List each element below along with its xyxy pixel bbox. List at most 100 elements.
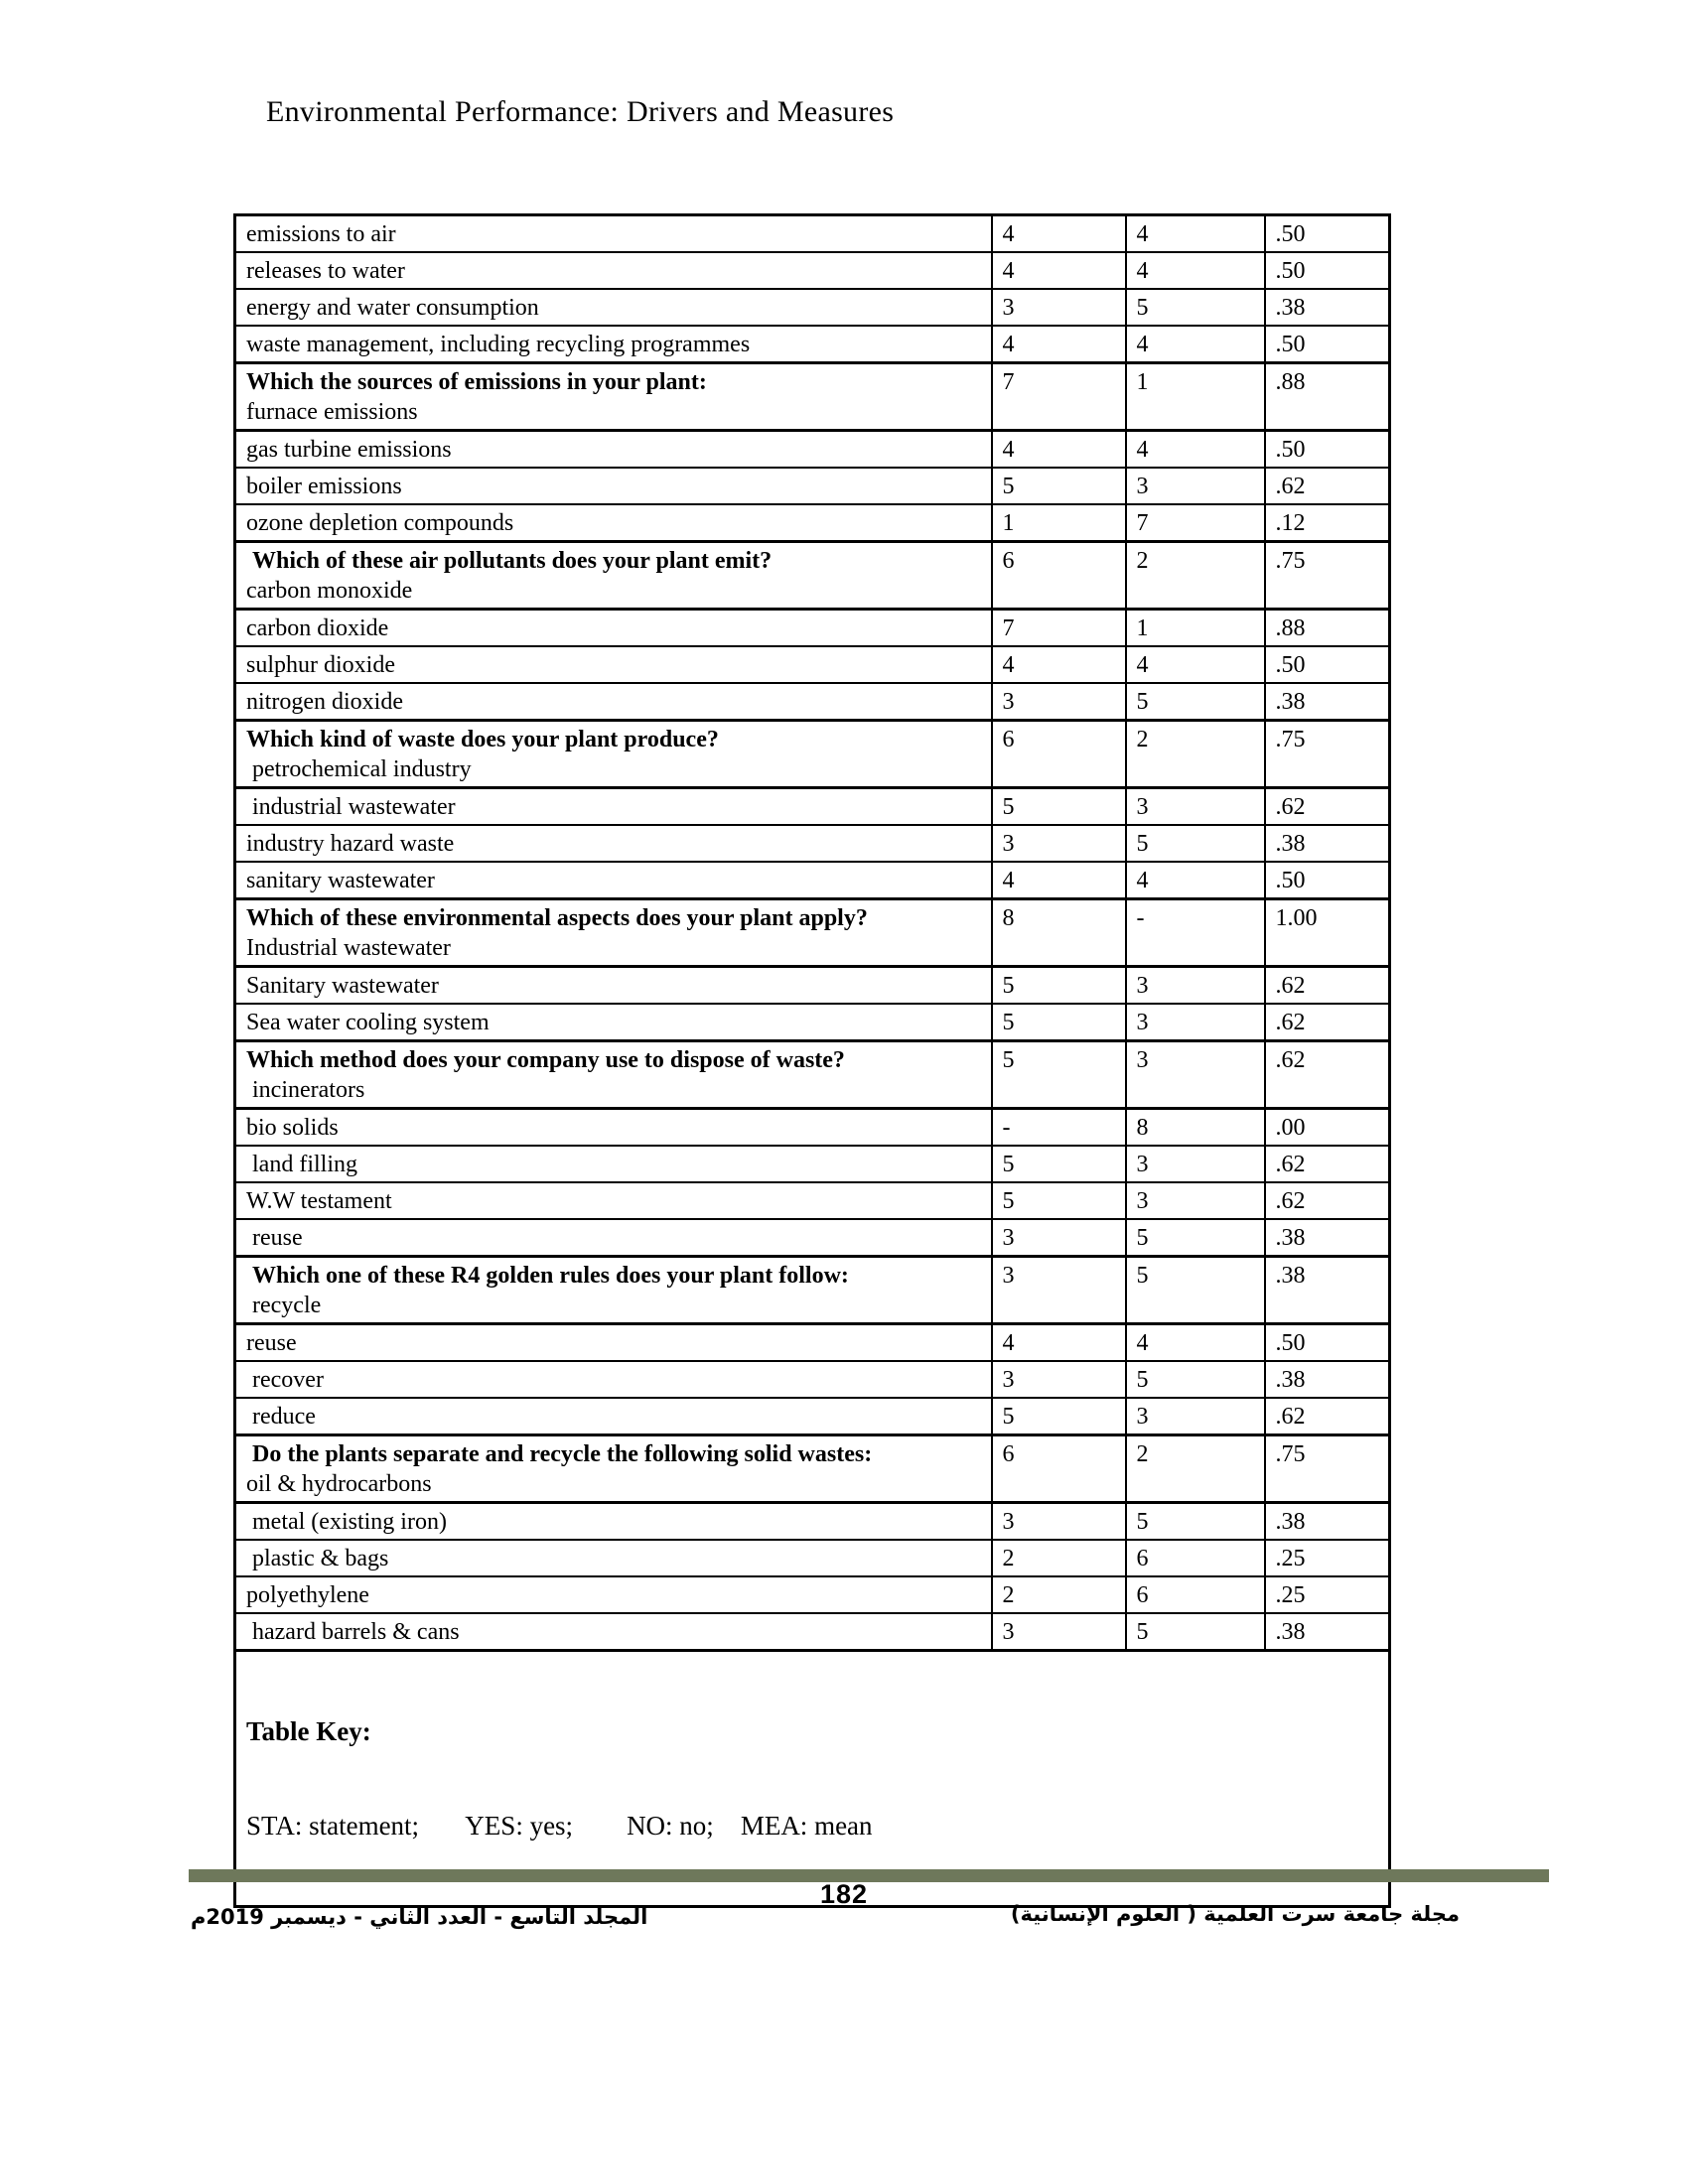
no-value-cell: 4 — [1124, 645, 1266, 684]
no-value-cell: 7 — [1124, 503, 1266, 543]
yes-value-cell: 4 — [990, 213, 1127, 253]
statement-cell: polyethylene — [233, 1575, 993, 1614]
no-value-cell: 3 — [1124, 786, 1266, 826]
yes-value-cell: 3 — [990, 1501, 1127, 1541]
mea-value-cell: .75 — [1263, 719, 1391, 789]
no-value-cell: 5 — [1124, 1612, 1266, 1652]
mea-value-cell: .88 — [1263, 608, 1391, 647]
page-number: 182 — [819, 1879, 869, 1909]
statement-cell: Sea water cooling system — [233, 1003, 993, 1042]
no-value-cell: 5 — [1124, 824, 1266, 863]
question-text: Which method does your company use to di… — [246, 1047, 845, 1073]
statement-cell: releases to water — [233, 251, 993, 290]
statement-row: W.W testament 5 3.62 — [233, 1181, 1391, 1220]
mea-value-cell: .50 — [1263, 325, 1391, 364]
statement-cell: Do the plants separate and recycle the f… — [233, 1433, 993, 1504]
statement-cell: reuse — [233, 1218, 993, 1258]
question-text: Which kind of waste does your plant prod… — [246, 727, 719, 752]
yes-value-cell: 4 — [990, 1322, 1127, 1362]
statement-row: metal (existing iron) 3 5.38 — [233, 1501, 1391, 1541]
mea-value-cell: .12 — [1263, 503, 1391, 543]
statement-row: bio solids -8.00 — [233, 1107, 1391, 1147]
statement-cell: nitrogen dioxide — [233, 682, 993, 722]
no-value-cell: 5 — [1124, 682, 1266, 722]
mea-value-cell: .38 — [1263, 824, 1391, 863]
no-value-cell: - — [1124, 897, 1266, 968]
mea-value-cell: .62 — [1263, 467, 1391, 505]
statement-row: plastic & bags 2 6.25 — [233, 1539, 1391, 1577]
statement-cell: plastic & bags — [233, 1539, 993, 1577]
footer-journal-name: مجلة جامعة سرت العلمية ( العلوم الإنساني… — [1010, 1902, 1460, 1926]
mea-value-cell: .62 — [1263, 1181, 1391, 1220]
statement-cell: carbon dioxide — [233, 608, 993, 647]
yes-value-cell: 4 — [990, 251, 1127, 290]
statement-cell: industry hazard waste — [233, 824, 993, 863]
yes-value-cell: 1 — [990, 503, 1127, 543]
statement-row: carbon dioxide 7 1.88 — [233, 608, 1391, 647]
statement-row: land filling 5 3.62 — [233, 1145, 1391, 1183]
statement-row: sulphur dioxide 4 4.50 — [233, 645, 1391, 684]
statement-cell: reuse — [233, 1322, 993, 1362]
question-text: Which one of these R4 golden rules does … — [246, 1263, 849, 1289]
statement-row: energy and water consumption 3 5.38 — [233, 288, 1391, 327]
no-value-cell: 4 — [1124, 1322, 1266, 1362]
no-value-cell: 2 — [1124, 1433, 1266, 1504]
statement-cell: Which of these air pollutants does your … — [233, 540, 993, 611]
no-value-cell: 4 — [1124, 429, 1266, 469]
question-row: Which of these air pollutants does your … — [233, 540, 1391, 611]
mea-value-cell: .62 — [1263, 1003, 1391, 1042]
mea-value-cell: .38 — [1263, 682, 1391, 722]
no-value-cell: 3 — [1124, 1181, 1266, 1220]
question-row: Do the plants separate and recycle the f… — [233, 1433, 1391, 1504]
yes-value-cell: 5 — [990, 467, 1127, 505]
statement-cell: Which kind of waste does your plant prod… — [233, 719, 993, 789]
footer-divider-bar — [189, 1869, 1549, 1882]
mea-value-cell: .38 — [1263, 288, 1391, 327]
no-value-cell: 5 — [1124, 1218, 1266, 1258]
no-value-cell: 5 — [1124, 1501, 1266, 1541]
statement-cell: Which one of these R4 golden rules does … — [233, 1255, 993, 1325]
mea-value-cell: .50 — [1263, 213, 1391, 253]
no-value-cell: 1 — [1124, 608, 1266, 647]
question-row: Which method does your company use to di… — [233, 1039, 1391, 1110]
no-value-cell: 5 — [1124, 288, 1266, 327]
statement-cell: Which of these environmental aspects doe… — [233, 897, 993, 968]
no-value-cell: 2 — [1124, 719, 1266, 789]
no-value-cell: 8 — [1124, 1107, 1266, 1147]
statement-row: ozone depletion compounds 1 7.12 — [233, 503, 1391, 543]
page-title: Environmental Performance: Drivers and M… — [266, 95, 895, 128]
statement-row: reuse 3 5.38 — [233, 1218, 1391, 1258]
no-value-cell: 3 — [1124, 467, 1266, 505]
no-value-cell: 3 — [1124, 1039, 1266, 1110]
statement-row: industry hazard waste 3 5.38 — [233, 824, 1391, 863]
no-value-cell: 6 — [1124, 1575, 1266, 1614]
table-key-title: Table Key: — [246, 1716, 371, 1746]
mea-value-cell: .50 — [1263, 429, 1391, 469]
statement-cell: metal (existing iron) — [233, 1501, 993, 1541]
mea-value-cell: .62 — [1263, 965, 1391, 1005]
yes-value-cell: 3 — [990, 1218, 1127, 1258]
statement-text: furnace emissions — [246, 399, 418, 425]
mea-value-cell: .88 — [1263, 361, 1391, 432]
no-value-cell: 3 — [1124, 965, 1266, 1005]
mea-value-cell: .62 — [1263, 1397, 1391, 1436]
statement-row: polyethylene 2 6.25 — [233, 1575, 1391, 1614]
yes-value-cell: 5 — [990, 1039, 1127, 1110]
yes-value-cell: 5 — [990, 1181, 1127, 1220]
no-value-cell: 4 — [1124, 251, 1266, 290]
yes-value-cell: 7 — [990, 361, 1127, 432]
yes-value-cell: 6 — [990, 719, 1127, 789]
no-value-cell: 4 — [1124, 861, 1266, 900]
statement-cell: energy and water consumption — [233, 288, 993, 327]
mea-value-cell: .62 — [1263, 1039, 1391, 1110]
statement-cell: boiler emissions — [233, 467, 993, 505]
no-value-cell: 6 — [1124, 1539, 1266, 1577]
mea-value-cell: .25 — [1263, 1539, 1391, 1577]
mea-value-cell: .25 — [1263, 1575, 1391, 1614]
yes-value-cell: 4 — [990, 861, 1127, 900]
yes-value-cell: 3 — [990, 824, 1127, 863]
statement-row: hazard barrels & cans 3 5.38 — [233, 1612, 1391, 1652]
statement-cell: sulphur dioxide — [233, 645, 993, 684]
statement-row: nitrogen dioxide 3 5.38 — [233, 682, 1391, 722]
